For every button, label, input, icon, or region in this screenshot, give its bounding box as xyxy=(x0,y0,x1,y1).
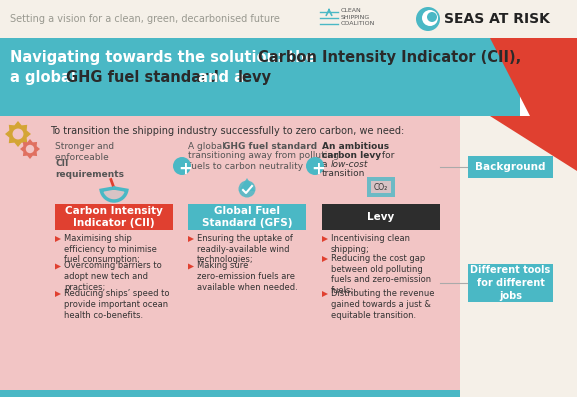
Text: Background: Background xyxy=(475,162,546,172)
Text: A global: A global xyxy=(188,142,227,151)
Text: GHG fuel standard: GHG fuel standard xyxy=(223,142,317,151)
Bar xyxy=(0,390,577,397)
Text: Distributing the revenue
gained towards a just &
equitable transition.: Distributing the revenue gained towards … xyxy=(331,289,434,320)
Circle shape xyxy=(427,12,437,22)
Polygon shape xyxy=(55,291,61,297)
Circle shape xyxy=(306,157,324,175)
Bar xyxy=(468,156,553,178)
Text: Reducing ships’ speed to
provide important ocean
health co-benefits.: Reducing ships’ speed to provide importa… xyxy=(64,289,170,320)
Bar xyxy=(55,204,173,230)
Bar xyxy=(371,181,391,193)
Bar xyxy=(367,177,395,197)
Polygon shape xyxy=(188,264,194,270)
Text: Carbon Intensity
Indicator (CII): Carbon Intensity Indicator (CII) xyxy=(65,206,163,228)
Text: An ambitious: An ambitious xyxy=(322,142,389,162)
Polygon shape xyxy=(55,236,61,242)
Text: CLEAN
SHIPPING
COALITION: CLEAN SHIPPING COALITION xyxy=(341,8,376,26)
Text: Overcoming barriers to
adopt new tech and
practices;: Overcoming barriers to adopt new tech an… xyxy=(64,262,162,292)
Circle shape xyxy=(238,181,256,197)
Polygon shape xyxy=(322,236,328,242)
Text: Reducing the cost gap
between old polluting
fuels and zero-emission
fuels;: Reducing the cost gap between old pollut… xyxy=(331,254,431,295)
Circle shape xyxy=(112,186,116,190)
Text: +: + xyxy=(311,160,325,178)
Text: Levy: Levy xyxy=(368,212,395,222)
Circle shape xyxy=(416,7,440,31)
Text: Making sure
zero-emission fuels are
available when needed.: Making sure zero-emission fuels are avai… xyxy=(197,262,298,292)
Polygon shape xyxy=(490,116,577,171)
Text: Different tools
for different
jobs: Different tools for different jobs xyxy=(470,265,550,301)
Text: +: + xyxy=(178,160,192,178)
Text: and a: and a xyxy=(193,70,249,85)
Text: a: a xyxy=(322,160,331,169)
Bar xyxy=(188,204,306,230)
Polygon shape xyxy=(188,236,194,242)
Polygon shape xyxy=(322,256,328,262)
Text: CO₂: CO₂ xyxy=(374,183,388,191)
Bar xyxy=(0,0,577,38)
Circle shape xyxy=(13,129,24,139)
Bar xyxy=(468,264,553,302)
Polygon shape xyxy=(5,121,31,147)
Text: CII
requirements: CII requirements xyxy=(55,159,124,179)
Text: Stronger and
enforceable: Stronger and enforceable xyxy=(55,142,114,162)
Text: Navigating towards the solution: the: Navigating towards the solution: the xyxy=(10,50,321,65)
Circle shape xyxy=(173,157,191,175)
Text: for: for xyxy=(379,151,394,160)
Bar xyxy=(0,38,520,116)
Text: low-cost: low-cost xyxy=(331,160,368,169)
Text: Carbon Intensity Indicator (CII),: Carbon Intensity Indicator (CII), xyxy=(258,50,521,65)
Text: Ensuring the uptake of
readily-available wind
technologies;: Ensuring the uptake of readily-available… xyxy=(197,234,293,264)
Text: Maximising ship
efficiency to minimise
fuel consumption;: Maximising ship efficiency to minimise f… xyxy=(64,234,157,264)
Text: GHG fuel standard: GHG fuel standard xyxy=(66,70,219,85)
Polygon shape xyxy=(490,38,577,116)
Polygon shape xyxy=(322,291,328,297)
Text: Global Fuel
Standard (GFS): Global Fuel Standard (GFS) xyxy=(202,206,292,228)
Text: carbon levy: carbon levy xyxy=(322,151,381,160)
Text: SEAS AT RISK: SEAS AT RISK xyxy=(444,12,550,26)
Bar xyxy=(0,116,577,397)
Circle shape xyxy=(26,145,34,153)
Polygon shape xyxy=(239,178,255,191)
Text: transitioning away from polluting
fuels to carbon neutrality: transitioning away from polluting fuels … xyxy=(188,151,339,171)
Wedge shape xyxy=(101,188,127,201)
Polygon shape xyxy=(55,264,61,270)
Text: To transition the shipping industry successfully to zero carbon, we need:: To transition the shipping industry succ… xyxy=(50,126,404,136)
Circle shape xyxy=(422,10,438,26)
Text: a global: a global xyxy=(10,70,81,85)
Polygon shape xyxy=(20,139,40,159)
Text: levy: levy xyxy=(238,70,272,85)
Text: Incentivising clean
shipping;: Incentivising clean shipping; xyxy=(331,234,410,254)
Bar xyxy=(322,204,440,230)
Text: transition: transition xyxy=(322,169,365,178)
Bar xyxy=(460,116,577,397)
Text: Setting a vision for a clean, green, decarbonised future: Setting a vision for a clean, green, dec… xyxy=(10,14,280,24)
